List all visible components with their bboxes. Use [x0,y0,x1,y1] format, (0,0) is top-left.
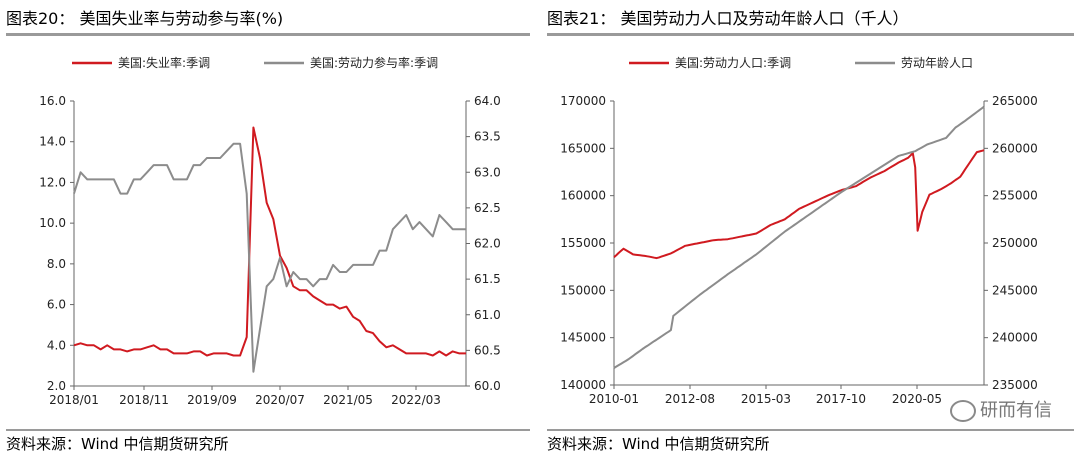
y-left-tick-label: 145000 [560,331,606,345]
y-right-tick-label: 62.5 [474,201,501,215]
y-right-tick-label: 260000 [992,141,1038,155]
watermark: 研而有信 [950,396,1052,422]
chart-source: 资料来源：Wind 中信期货研究所 [6,435,229,453]
x-tick-label: 2018/01 [49,393,99,407]
x-tick-label: 2022/03 [391,393,441,407]
series-line-0 [613,149,985,260]
chart-labor-force-population: 140000 145000 150000 155000 160000 165000 1700… [560,56,1038,406]
y-right-tick-label: 265000 [992,94,1038,108]
series-line-1 [73,142,466,373]
chart-panel-labor-force: 图表21： 美国劳动力人口及劳动年龄人口（千人） 140000 145000 150… [541,0,1080,456]
y-left-tick-label: 150000 [560,283,606,297]
y-left-tick-label: 6.0 [47,298,66,312]
y-right-tick-label: 245000 [992,283,1038,297]
y-left-tick-label: 2.0 [47,379,66,393]
chart-title: 图表20： 美国失业率与劳动参与率(%) [6,9,284,28]
legend-label: 劳动年龄人口 [901,56,973,70]
x-tick-label: 2019/09 [187,393,237,407]
legend-label: 美国:失业率:季调 [118,55,210,70]
series-line-1 [613,105,985,369]
y-left-tick-label: 12.0 [39,175,66,189]
x-tick-label: 2012-08 [665,392,715,406]
source-divider [6,429,530,431]
wechat-icon [950,400,976,422]
title-divider [6,33,530,36]
y-right-tick-label: 240000 [992,331,1038,345]
y-right-tick-label: 255000 [992,189,1038,203]
y-left-tick-label: 8.0 [47,257,66,271]
legend-label: 美国:劳动力参与率:季调 [310,55,438,70]
x-tick-label: 2010-01 [589,392,639,406]
y-left-tick-label: 14.0 [39,135,66,149]
chart-unemployment-participation: 2.0 4.0 6.0 8.0 10.0 12.0 14.0 16.0 60.0 60.5 61.0… [39,55,501,407]
y-left-tick-label: 170000 [560,94,606,108]
chart-source: 资料来源：Wind 中信期货研究所 [547,435,770,453]
y-left-tick-label: 140000 [560,378,606,392]
y-right-tick-label: 60.5 [474,343,501,357]
series-line-0 [73,126,466,357]
x-tick-label: 2020/07 [255,393,305,407]
y-left-tick-label: 160000 [560,189,606,203]
y-right-tick-label: 63.5 [474,130,501,144]
y-right-tick-label: 62.0 [474,237,501,251]
x-tick-label: 2015-03 [741,392,791,406]
watermark-text: 研而有信 [980,400,1052,421]
x-tick-label: 2018/11 [119,393,169,407]
y-right-tick-label: 61.5 [474,272,501,286]
y-right-tick-label: 64.0 [474,94,501,108]
x-tick-label: 2021/05 [323,393,373,407]
chart-title: 图表21： 美国劳动力人口及劳动年龄人口（千人） [547,9,909,28]
y-right-tick-label: 60.0 [474,379,501,393]
y-right-tick-label: 250000 [992,236,1038,250]
x-tick-label: 2017-10 [816,392,866,406]
title-divider [547,33,1074,36]
y-right-tick-label: 63.0 [474,165,501,179]
chart-panel-unemployment: 图表20： 美国失业率与劳动参与率(%) 2.0 4.0 6.0 8.0 10.0 12.… [0,0,536,456]
y-right-tick-label: 235000 [992,378,1038,392]
y-left-tick-label: 4.0 [47,338,66,352]
y-left-tick-label: 155000 [560,236,606,250]
legend-label: 美国:劳动力人口:季调 [675,56,791,70]
y-right-tick-label: 61.0 [474,308,501,322]
x-tick-label: 2020-05 [892,392,942,406]
y-left-tick-label: 165000 [560,141,606,155]
source-divider [547,429,1074,431]
y-left-tick-label: 16.0 [39,94,66,108]
y-left-tick-label: 10.0 [39,216,66,230]
